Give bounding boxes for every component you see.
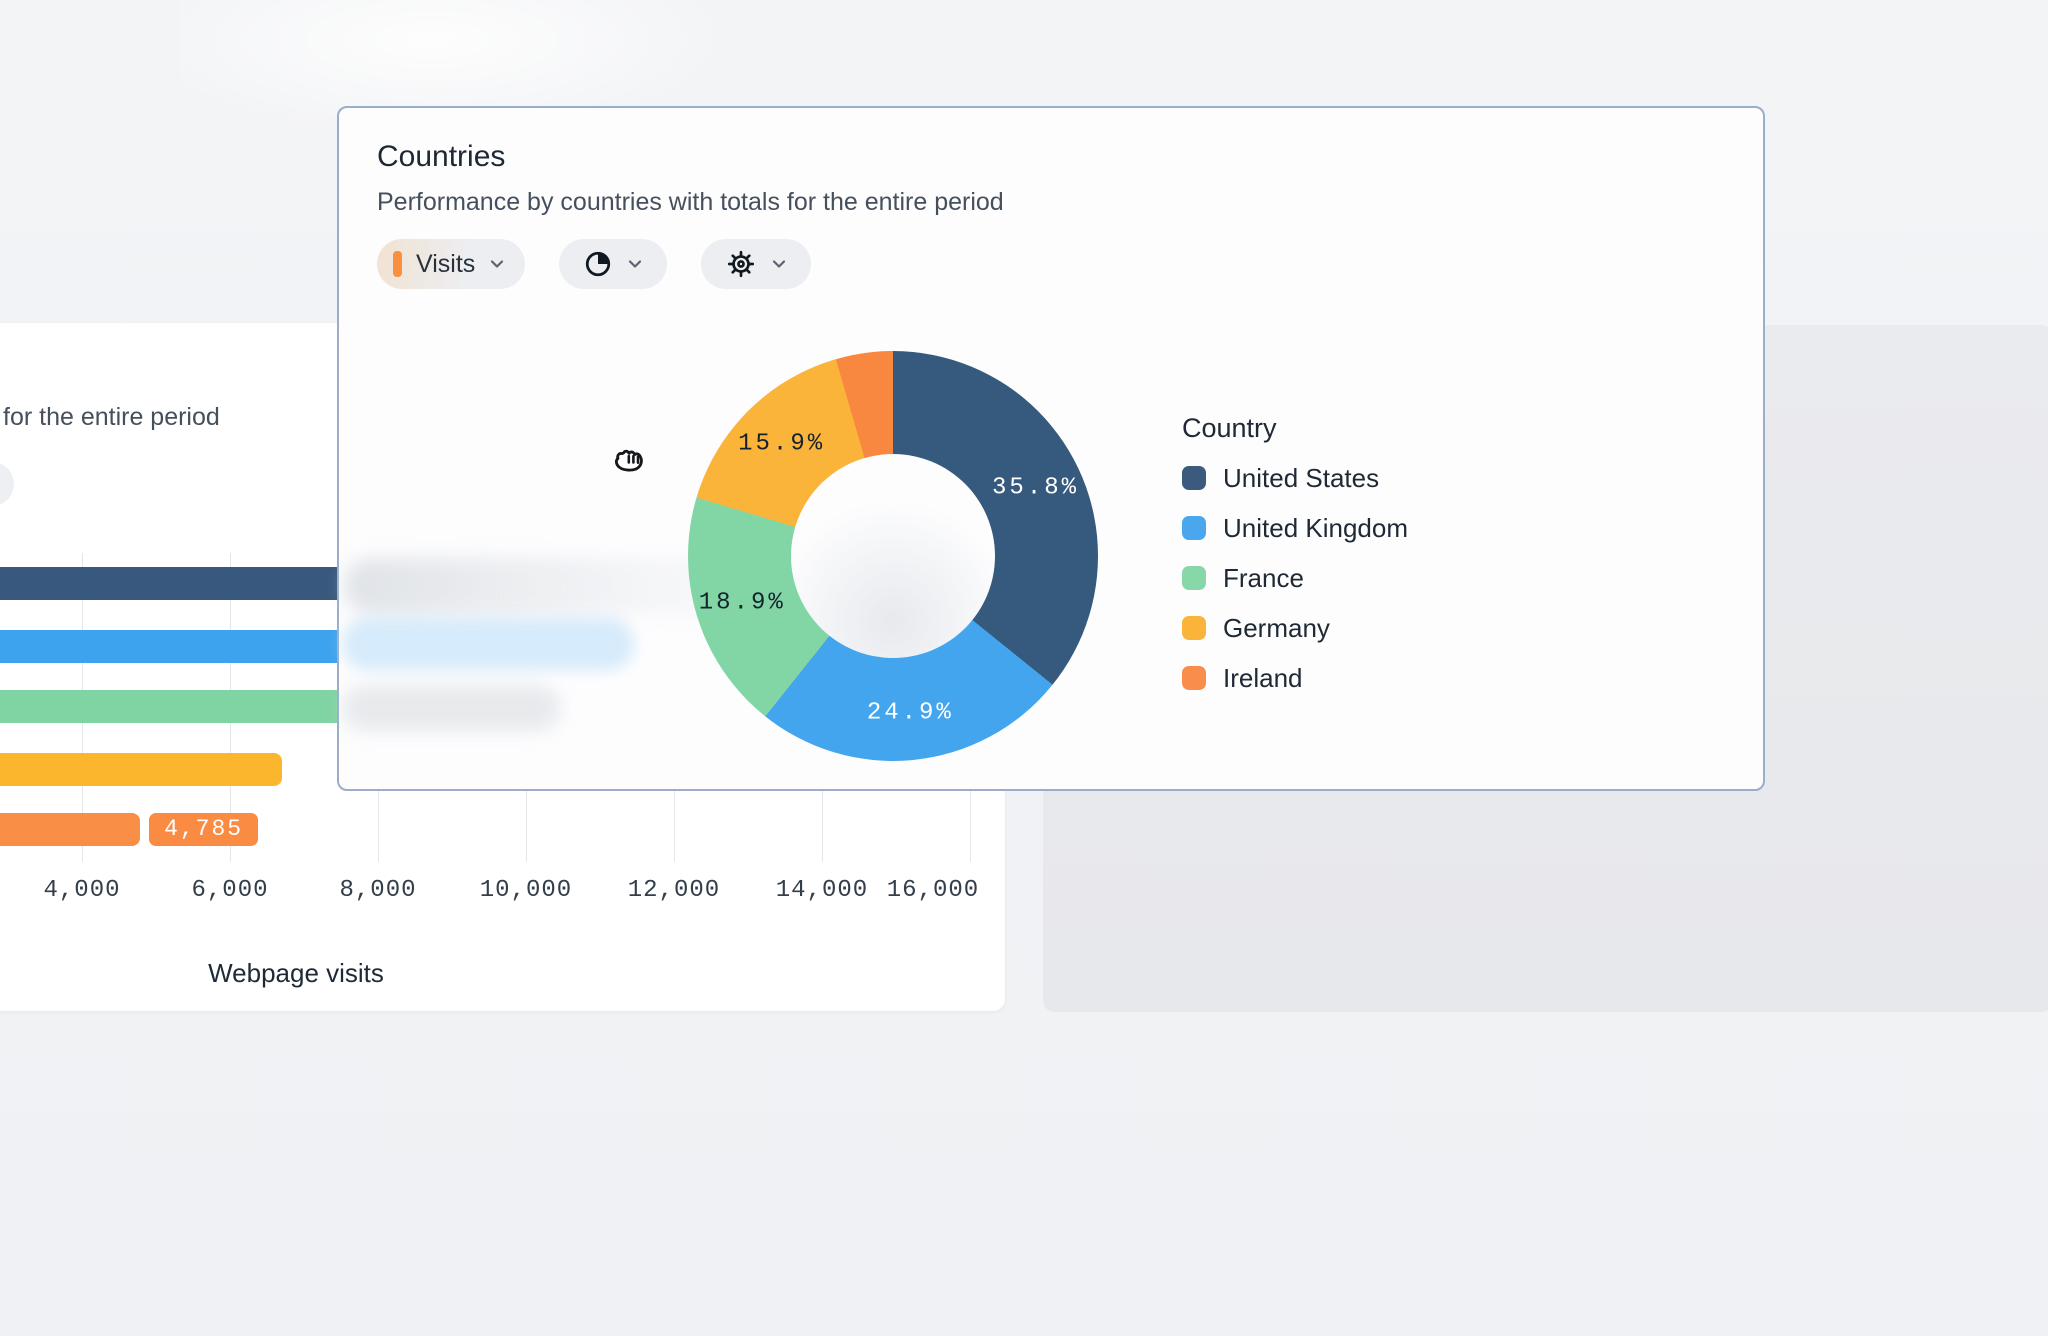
bar[interactable] <box>0 813 141 846</box>
legend-label: Ireland <box>1223 663 1303 693</box>
legend-swatch-icon <box>1182 566 1206 590</box>
donut-chart[interactable]: 35.8% 24.9% 18.9% 15.9% <box>688 351 1098 761</box>
x-axis-tick-label: 14,000 <box>775 877 869 904</box>
blurred-content <box>342 618 634 670</box>
legend-item[interactable]: Ireland <box>1182 663 1408 693</box>
donut-slice-label: 18.9% <box>698 589 786 617</box>
x-axis-tick-label: 8,000 <box>339 877 417 904</box>
settings-dropdown-button[interactable] <box>701 239 812 289</box>
legend-swatch-icon <box>1182 466 1206 490</box>
pie-chart-icon <box>586 251 611 277</box>
donut-slice-label: 15.9% <box>738 430 826 458</box>
chart-legend: Country United States United Kingdom Franc… <box>1182 413 1408 693</box>
x-axis-ticks: 4,000 6,000 8,000 10,000 12,000 14,000 16,000 <box>0 877 1005 907</box>
toolbar-pill-fragment[interactable] <box>0 462 14 506</box>
x-axis-tick-label: 10,000 <box>479 877 573 904</box>
legend-item[interactable]: United Kingdom <box>1182 513 1408 543</box>
legend-swatch-icon <box>1182 616 1206 640</box>
blurred-content <box>342 686 560 730</box>
bar[interactable] <box>0 753 282 786</box>
x-axis-tick-label: 6,000 <box>191 877 269 904</box>
gear-icon <box>728 250 755 278</box>
bar-card-subtitle-fragment: for the entire period <box>3 403 220 431</box>
chevron-down-icon <box>491 260 504 268</box>
x-axis-tick-label: 4,000 <box>43 877 121 904</box>
countries-card[interactable]: Countries Performance by countries with … <box>337 106 1765 791</box>
metric-color-swatch-icon <box>393 251 402 277</box>
legend-title: Country <box>1182 413 1277 443</box>
card-subtitle: Performance by countries with totals for… <box>377 188 1004 216</box>
legend-label: France <box>1223 563 1304 593</box>
donut-slice-label: 35.8% <box>992 474 1080 502</box>
donut-slice-label: 24.9% <box>866 699 954 727</box>
legend-item[interactable]: United States <box>1182 463 1408 493</box>
metric-dropdown-button[interactable]: Visits <box>377 239 525 289</box>
chevron-down-icon <box>629 260 642 268</box>
legend-swatch-icon <box>1182 666 1206 690</box>
metric-label: Visits <box>416 249 476 278</box>
bar-value-badge: 4,785 <box>149 813 259 846</box>
x-axis-title: Webpage visits <box>208 958 384 988</box>
x-axis-tick-label: 16,000 <box>886 877 980 904</box>
legend-item[interactable]: France <box>1182 563 1408 593</box>
legend-label: Germany <box>1223 613 1330 643</box>
legend-item[interactable]: Germany <box>1182 613 1408 643</box>
legend-swatch-icon <box>1182 516 1206 540</box>
chevron-down-icon <box>773 260 786 268</box>
card-title: Countries <box>377 140 506 173</box>
legend-label: United Kingdom <box>1223 513 1408 543</box>
chart-type-dropdown-button[interactable] <box>559 239 668 289</box>
donut-hole <box>791 454 995 658</box>
card-toolbar: Visits <box>377 239 812 289</box>
legend-label: United States <box>1223 463 1380 493</box>
x-axis-tick-label: 12,000 <box>627 877 721 904</box>
